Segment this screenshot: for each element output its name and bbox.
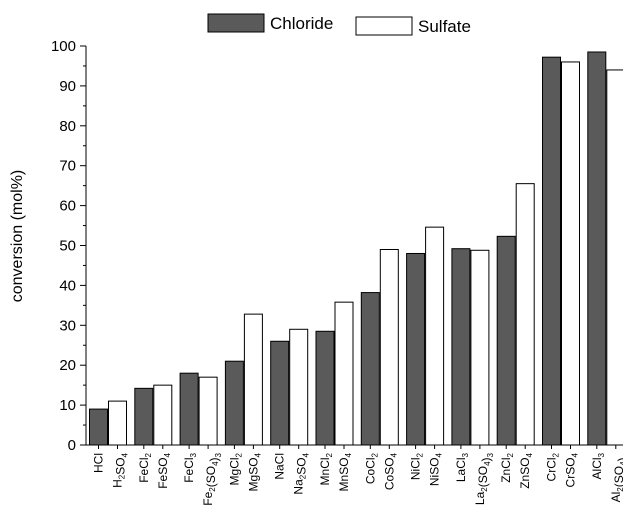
bar-la2-so4-3 (470, 249, 490, 446)
bar-mncl2 (315, 330, 335, 446)
y-tick-label: 0 (68, 437, 76, 454)
bar-cocl2 (360, 292, 380, 446)
y-axis: 0 10 20 30 40 50 60 70 80 90 100 (51, 38, 87, 454)
x-tick-label-mgso4: MgSO4 (246, 452, 262, 491)
bar-fecl2 (134, 387, 154, 446)
legend-swatch-chloride (207, 13, 265, 33)
bar-niso4 (425, 226, 445, 446)
bar-al2-so4-3 (606, 69, 623, 446)
x-tick-label-hcl: HCl (92, 453, 106, 473)
y-tick-label: 30 (59, 317, 76, 334)
x-tick-label-crcl2: CrCl2 (545, 452, 561, 481)
x-tick-label-mgcl2: MgCl2 (227, 452, 243, 485)
x-tick-label-nacl: NaCl (273, 453, 287, 480)
x-tick-label-mncl2: MnCl2 (318, 452, 334, 485)
bar-crso4 (561, 61, 580, 446)
y-tick-label: 40 (59, 277, 76, 294)
x-tick-label-niso4: NiSO4 (428, 452, 444, 486)
legend-label-chloride: Chloride (270, 14, 333, 33)
x-tick-label-feso4: FeSO4 (156, 452, 172, 488)
bar-coso4 (379, 248, 399, 446)
legend: Chloride Sulfate (207, 13, 471, 36)
x-tick-label-fecl2: FeCl2 (137, 452, 153, 482)
y-axis-title: conversion (mol%) (9, 170, 26, 302)
bar-lacl3 (451, 248, 471, 446)
bar-hcl (89, 408, 108, 446)
x-tick-label-fecl3: FeCl3 (182, 452, 198, 482)
x-axis (86, 444, 620, 449)
y-tick-label: 100 (51, 38, 76, 55)
x-tick-label-h2so4: H2SO4 (111, 452, 130, 487)
x-tick-label-coso4: CoSO4 (382, 452, 398, 490)
y-tick-label: 90 (59, 78, 76, 95)
bar-mnso4 (334, 301, 354, 446)
x-tick-label-alcl3: AlCl3 (590, 452, 606, 479)
y-tick-label: 50 (59, 238, 76, 255)
bar-h2so4 (108, 400, 127, 446)
x-tick-label-crso4: CrSO4 (564, 452, 580, 487)
bar-nicl2 (406, 252, 426, 446)
y-tick-label: 70 (59, 158, 76, 175)
y-tick-label: 20 (59, 357, 76, 374)
bar-fe2-so4-3 (198, 376, 218, 446)
legend-label-sulfate: Sulfate (418, 17, 471, 36)
bar-feso4 (153, 384, 173, 446)
x-tick-label-nicl2: NiCl2 (409, 452, 425, 480)
x-tick-label-zncl2: ZnCl2 (499, 452, 515, 482)
bar-zncl2 (496, 235, 516, 446)
bar-alcl3 (587, 51, 607, 446)
bar-znso4 (515, 183, 535, 446)
x-tick-label-fe2-so4-3: Fe2(SO4)3 (201, 452, 223, 505)
bar-crcl2 (542, 56, 561, 446)
x-tick-label-znso4: ZnSO4 (518, 452, 534, 488)
y-tick-label: 10 (59, 397, 76, 414)
bar-nacl (270, 340, 290, 446)
legend-swatch-sulfate (355, 16, 413, 36)
x-tick-label-na2so4: Na2SO4 (292, 452, 311, 494)
bars (89, 51, 623, 446)
x-tick-label-mnso4: MnSO4 (337, 452, 353, 491)
bar-mgso4 (243, 313, 263, 446)
x-tick-label-al2-so4-3: Al2(SO4)3 (609, 452, 623, 502)
bar-mgcl2 (224, 360, 244, 446)
bar-fecl3 (179, 372, 199, 446)
y-tick-label: 60 (59, 198, 76, 215)
y-tick-label: 80 (59, 118, 76, 135)
x-tick-label-lacl3: LaCl3 (454, 452, 470, 482)
x-tick-label-cocl2: CoCl2 (363, 452, 379, 484)
bar-na2so4 (289, 328, 309, 446)
x-tick-label-la2-so4-3: La2(SO4)3 (473, 452, 495, 505)
